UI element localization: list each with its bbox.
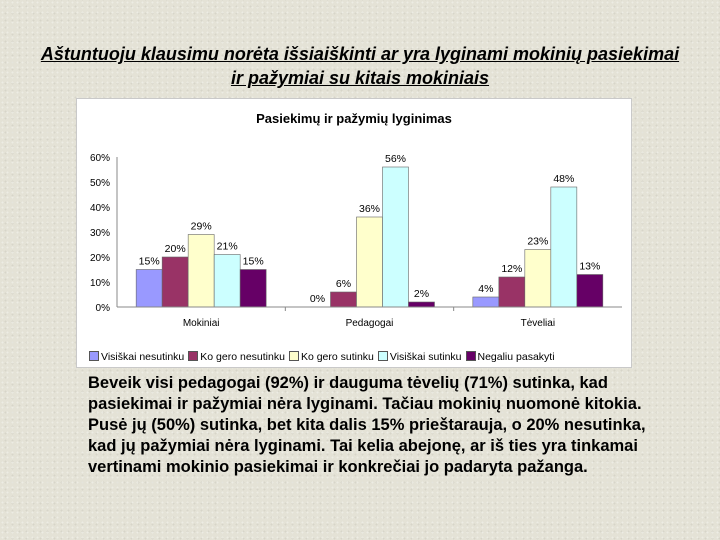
data-label: 56%: [385, 153, 406, 165]
bar: [408, 301, 435, 308]
legend-swatch: [465, 351, 476, 361]
data-label: 4%: [478, 283, 493, 295]
legend-label: Ko gero nesutinku: [200, 351, 285, 363]
legend-label: Visiškai nesutinku: [101, 351, 185, 363]
legend-swatch: [288, 351, 299, 361]
y-tick-label: 30%: [90, 228, 110, 239]
bar: [576, 274, 604, 308]
legend-item: Ko gero sutinku: [288, 351, 374, 363]
legend-label: Negaliu pasakyti: [477, 351, 555, 363]
bar: [161, 256, 189, 308]
data-label: 2%: [414, 288, 429, 300]
legend-label: Ko gero sutinku: [300, 351, 374, 363]
chart-legend: Visiškai nesutinku Ko gero nesutinku Ko ge…: [89, 351, 627, 365]
x-tick-label: Pedagogai: [346, 318, 394, 329]
x-tick-label: Mokiniai: [183, 318, 220, 329]
bar: [213, 254, 241, 308]
data-label: 6%: [336, 278, 351, 290]
y-tick-label: 50%: [90, 178, 110, 189]
data-label: 23%: [527, 236, 548, 248]
legend-item: Ko gero nesutinku: [188, 351, 285, 363]
data-label: 48%: [553, 173, 574, 185]
bar: [472, 296, 500, 308]
chart: Pasiekimų ir pažymių lyginimas 0% 10% 20% 3…: [76, 98, 632, 368]
legend-swatch: [89, 351, 99, 361]
bar: [524, 249, 552, 308]
y-tick-label: 60%: [90, 153, 110, 164]
chart-plot: Pasiekimų ir pažymių lyginimas 0% 10% 20% 3…: [90, 111, 622, 329]
body-text: Beveik visi pedagogai (92%) ir dauguma t…: [88, 374, 646, 476]
bar: [187, 234, 215, 308]
legend-item: Negaliu pasakyti: [465, 351, 555, 363]
bar: [330, 291, 357, 308]
legend-item: Visiškai nesutinku: [89, 351, 184, 363]
y-tick-label: 0%: [96, 303, 111, 314]
slide-title: Aštuntuoju klausimu norėta išsiaiškinti …: [40, 44, 680, 88]
data-label: 21%: [217, 241, 238, 253]
data-label: 29%: [191, 221, 212, 233]
data-label: 15%: [243, 256, 264, 268]
chart-title: Pasiekimų ir pažymių lyginimas: [256, 111, 452, 126]
bar: [550, 186, 578, 308]
legend-item: Visiškai sutinku: [377, 351, 462, 363]
bar: [356, 216, 383, 308]
data-label: 13%: [579, 261, 600, 273]
bar: [135, 269, 163, 308]
data-label: 36%: [359, 203, 380, 215]
y-tick-label: 40%: [90, 203, 110, 214]
bar: [498, 276, 526, 308]
data-label: 15%: [139, 256, 160, 268]
bar: [239, 269, 267, 308]
x-tick-label: Tėveliai: [521, 318, 555, 329]
legend-swatch: [377, 351, 388, 361]
y-tick-label: 20%: [90, 253, 110, 264]
data-label: 0%: [310, 293, 325, 305]
y-tick-label: 10%: [90, 278, 110, 289]
data-label: 12%: [501, 263, 522, 275]
legend-label: Visiškai sutinku: [389, 351, 462, 363]
bar: [382, 166, 409, 308]
legend-swatch: [188, 351, 199, 361]
data-label: 20%: [165, 243, 186, 255]
